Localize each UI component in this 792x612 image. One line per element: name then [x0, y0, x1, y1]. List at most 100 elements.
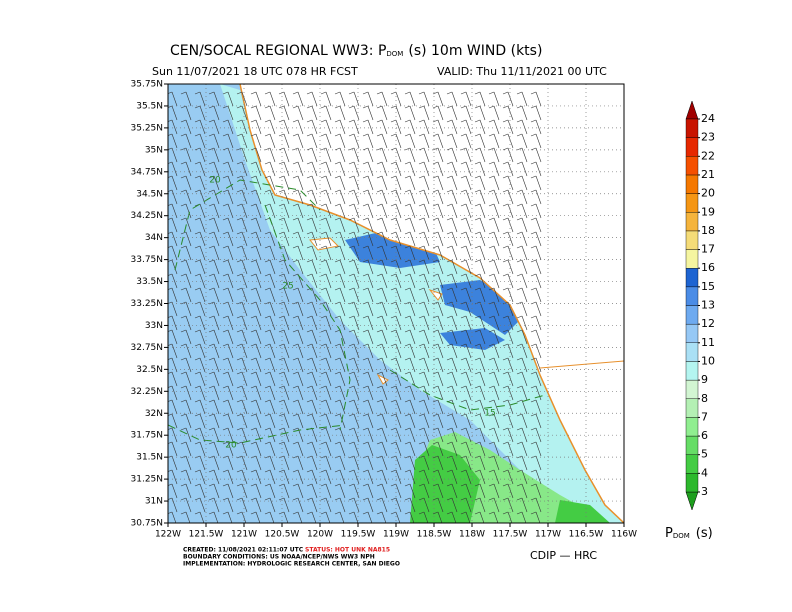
wind-barb: [168, 455, 178, 471]
wind-barb: [418, 483, 430, 499]
wind-barb: [292, 315, 304, 331]
colorbar-tick-label: 20: [701, 187, 715, 200]
wind-barb: [460, 133, 472, 149]
wind-barb: [474, 273, 486, 289]
wind-barb: [502, 455, 514, 471]
wind-barb: [516, 287, 528, 303]
wind-barb: [390, 385, 402, 401]
wind-barb: [390, 427, 402, 443]
wind-barb: [208, 455, 220, 471]
colorbar-cell: [685, 249, 699, 269]
wind-barb: [180, 189, 192, 205]
y-tick-label: 33.25N: [131, 299, 164, 309]
wind-barb: [432, 343, 444, 359]
wind-barb: [334, 91, 346, 107]
wind-barb: [376, 343, 388, 359]
wind-barb: [194, 231, 206, 247]
wind-barb: [222, 343, 234, 359]
wind-barb: [168, 469, 178, 485]
wind-barb: [264, 315, 276, 331]
wind-barb: [460, 91, 472, 107]
wind-barb: [194, 371, 206, 387]
wind-barb: [168, 413, 178, 429]
wind-barb: [306, 133, 318, 149]
wind-barb: [334, 105, 346, 121]
wind-barb: [516, 371, 528, 387]
wind-barb: [530, 147, 542, 163]
wind-barb: [278, 441, 290, 457]
x-tick-label: 120W: [307, 530, 333, 540]
wind-barb: [222, 245, 234, 261]
wind-barb: [236, 385, 248, 401]
wind-barb: [250, 147, 262, 163]
wind-barb: [474, 371, 486, 387]
wind-barb: [404, 175, 416, 191]
wind-barb: [432, 371, 444, 387]
wind-barb: [264, 273, 276, 289]
colorbar-label: PDOM (s): [665, 526, 713, 541]
wind-barb: [180, 273, 192, 289]
wind-barb: [460, 259, 472, 275]
wind-barb: [168, 147, 178, 163]
wind-barb: [334, 189, 346, 205]
wind-barb: [488, 469, 500, 485]
wind-barb: [516, 497, 528, 513]
wind-barb: [306, 399, 318, 415]
wind-barb: [488, 259, 500, 275]
wind-barb: [250, 455, 262, 471]
wind-barb: [446, 371, 458, 387]
wind-barb: [264, 91, 276, 107]
wind-barb: [264, 203, 276, 219]
wind-barb: [502, 217, 514, 233]
wind-barb: [168, 301, 178, 317]
wind-barb: [168, 119, 178, 135]
wind-barb: [404, 413, 416, 429]
nearshore-zone: [220, 84, 624, 523]
wind-barb: [446, 147, 458, 163]
wind-barb: [362, 245, 374, 261]
wind-barb: [390, 91, 402, 107]
wind-barb: [432, 469, 444, 485]
wind-barb: [530, 441, 542, 457]
wind-barb: [292, 301, 304, 317]
wind-barb: [516, 133, 528, 149]
wind-barb: [390, 441, 402, 457]
colorbar-cell: [685, 342, 699, 362]
wind-barb: [418, 511, 429, 523]
wind-barb: [376, 175, 388, 191]
wind-barb: [418, 259, 430, 275]
wind-barb: [502, 511, 513, 523]
wind-barb: [208, 399, 220, 415]
wind-barb: [362, 385, 374, 401]
wind-barb: [404, 301, 416, 317]
wind-barb: [208, 385, 220, 401]
wind-barb: [222, 119, 234, 135]
y-tick-label: 32N: [145, 409, 163, 419]
colorbar-cell: [685, 174, 699, 194]
colorbar-cell: [685, 323, 699, 343]
wind-barb: [530, 399, 542, 415]
wind-barb: [208, 343, 220, 359]
wind-barb: [348, 497, 360, 513]
wind-barb: [208, 119, 220, 135]
wind-barb: [530, 133, 542, 149]
wind-barb: [376, 105, 388, 121]
wind-barb: [376, 399, 388, 415]
wind-barb: [446, 217, 458, 233]
wind-barb: [418, 133, 430, 149]
wind-barb: [292, 203, 304, 219]
wind-barb: [404, 189, 416, 205]
wind-barb: [264, 413, 276, 429]
wind-barb: [516, 329, 528, 345]
y-tick-label: 35N: [145, 145, 163, 155]
wind-barb: [320, 133, 332, 149]
wind-barb: [432, 455, 444, 471]
wind-barb: [362, 175, 374, 191]
wind-barb: [194, 511, 205, 523]
wind-barb: [250, 483, 262, 499]
wind-barb: [418, 441, 430, 457]
wind-barb: [390, 469, 402, 485]
wind-barb: [180, 511, 191, 523]
wind-barb: [208, 329, 220, 345]
wind-barb: [502, 343, 514, 359]
